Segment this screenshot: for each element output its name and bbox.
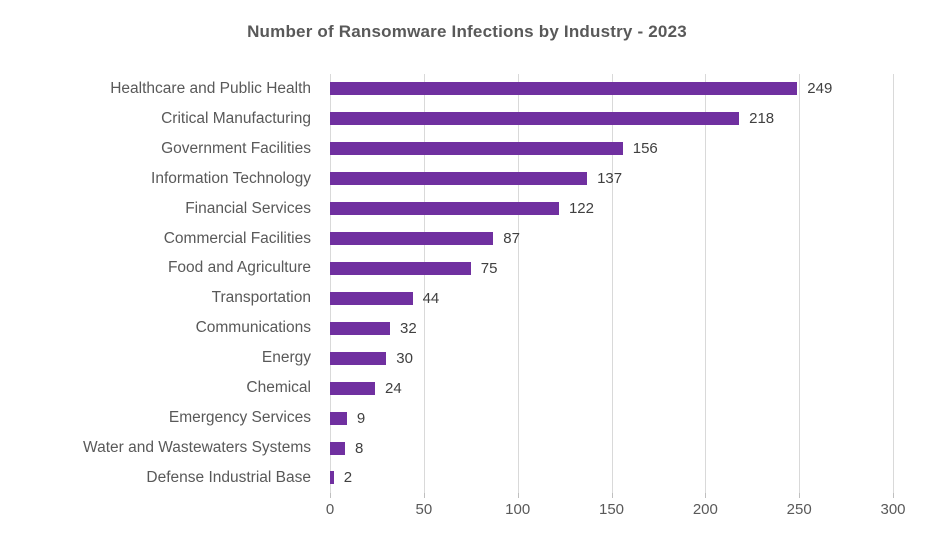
- axis-tick-mark: [611, 493, 613, 498]
- bar-value-label: 24: [385, 379, 402, 397]
- bar-value-label: 2: [343, 469, 353, 487]
- bar-row: Government Facilities 156: [0, 134, 934, 164]
- bar-row: Transportation 44: [0, 283, 934, 313]
- bar-row: Water and Wastewaters Systems 8: [0, 433, 934, 463]
- gridline: [893, 74, 894, 493]
- bar-value-label: 87: [503, 230, 520, 248]
- bar-row: Commercial Facilities 87: [0, 224, 934, 254]
- category-label: Transportation: [211, 289, 311, 307]
- bar-value-label: 32: [400, 319, 417, 337]
- bar-value-label: 249: [807, 80, 833, 98]
- bar: [330, 142, 623, 156]
- x-axis-tick-label: 250: [786, 501, 812, 518]
- bar-track: 249: [330, 74, 934, 104]
- category-label: Financial Services: [185, 199, 311, 217]
- category-label: Commercial Facilities: [163, 229, 311, 247]
- gridline: [517, 74, 519, 493]
- bar-track: 218: [330, 104, 934, 134]
- category-label: Government Facilities: [161, 139, 311, 157]
- category-label: Critical Manufacturing: [161, 109, 311, 127]
- bar-track: 44: [330, 283, 934, 313]
- bar-value-label: 9: [356, 409, 366, 427]
- bar-track: 137: [330, 164, 934, 194]
- bar-row: Energy 30: [0, 343, 934, 373]
- bar: [330, 82, 798, 96]
- x-axis-tick-label: 50: [415, 501, 433, 518]
- category-label: Emergency Services: [168, 409, 311, 427]
- category-label: Healthcare and Public Health: [110, 79, 311, 97]
- x-axis: 0 50 100 150 200 250 300: [0, 501, 934, 523]
- x-axis-tick-label: 300: [880, 501, 906, 518]
- bar: [330, 112, 740, 126]
- gridline: [330, 74, 331, 493]
- bar-row: Emergency Services 9: [0, 403, 934, 433]
- bar-row: Critical Manufacturing 218: [0, 104, 934, 134]
- plot-area: [330, 74, 894, 498]
- bar-value-label: 30: [396, 349, 413, 367]
- bar-value-label: 122: [568, 200, 594, 218]
- gridline: [611, 74, 613, 493]
- category-label: Chemical: [246, 379, 311, 397]
- bar-row: Defense Industrial Base 2: [0, 463, 934, 493]
- category-label: Energy: [261, 349, 311, 367]
- bar-row: Chemical 24: [0, 373, 934, 403]
- bar: [330, 321, 391, 335]
- axis-tick-mark: [799, 493, 801, 498]
- bar-track: 122: [330, 194, 934, 224]
- bar: [330, 441, 345, 455]
- bar-rows: Healthcare and Public Health 249 Critical …: [0, 74, 934, 493]
- x-axis-tick-label: 100: [505, 501, 531, 518]
- category-label: Food and Agriculture: [167, 259, 311, 277]
- bar-track: 30: [330, 343, 934, 373]
- axis-tick-mark: [705, 493, 707, 498]
- gridline: [705, 74, 707, 493]
- category-label: Information Technology: [151, 169, 311, 187]
- bar: [330, 351, 387, 365]
- bar-row: Financial Services 122: [0, 194, 934, 224]
- x-axis-tick-label: 0: [325, 501, 335, 518]
- bar: [330, 411, 347, 425]
- bar-track: 156: [330, 134, 934, 164]
- axis-tick-mark: [893, 493, 894, 498]
- bar: [330, 261, 471, 275]
- x-axis-tick-label: 200: [692, 501, 718, 518]
- chart-title: Number of Ransomware Infections by Indus…: [247, 22, 687, 41]
- bar-row: Food and Agriculture 75: [0, 254, 934, 284]
- bar-track: 9: [330, 403, 934, 433]
- bar-track: 87: [330, 224, 934, 254]
- category-label: Water and Wastewaters Systems: [83, 439, 311, 457]
- bar: [330, 471, 334, 485]
- bar-row: Information Technology 137: [0, 164, 934, 194]
- gridline: [423, 74, 425, 493]
- bar-row: Communications 32: [0, 313, 934, 343]
- gridline: [799, 74, 801, 493]
- bar-value-label: 137: [597, 170, 623, 188]
- axis-tick-mark: [423, 493, 425, 498]
- axis-tick-mark: [517, 493, 519, 498]
- bar-row: Healthcare and Public Health 249: [0, 74, 934, 104]
- bar-value-label: 156: [632, 140, 658, 158]
- bar-value-label: 8: [355, 439, 364, 457]
- bar-value-label: 44: [422, 289, 440, 307]
- bar-value-label: 75: [480, 259, 498, 277]
- bar-track: 8: [330, 433, 934, 463]
- category-label: Communications: [195, 319, 311, 337]
- bar-track: 24: [330, 373, 934, 403]
- bar-value-label: 218: [749, 110, 775, 128]
- bar: [330, 232, 494, 246]
- bar: [330, 381, 376, 395]
- bar-track: 32: [330, 313, 934, 343]
- bar: [330, 291, 413, 305]
- bar: [330, 172, 588, 186]
- category-label: Defense Industrial Base: [146, 468, 311, 486]
- bar: [330, 202, 559, 216]
- bar-track: 75: [330, 254, 934, 284]
- x-axis-tick-label: 150: [598, 501, 625, 518]
- bar-track: 2: [330, 463, 934, 493]
- axis-tick-mark: [330, 493, 331, 498]
